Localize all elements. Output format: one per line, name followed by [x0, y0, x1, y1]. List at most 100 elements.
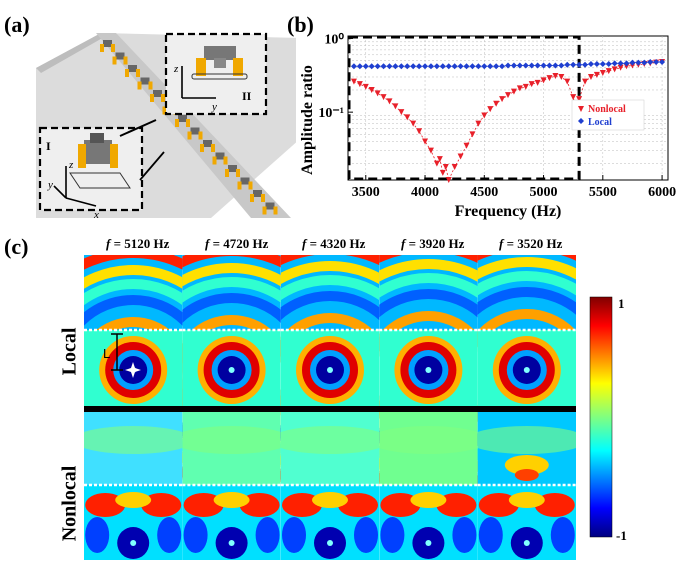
nonlocal-point	[436, 156, 443, 163]
nonlocal-point	[570, 94, 577, 101]
field-tile	[379, 255, 478, 560]
y-tick-label: 10⁻¹	[318, 106, 344, 121]
length-marker-label: L	[103, 346, 110, 361]
local-point	[451, 63, 458, 70]
resonator-unit	[262, 202, 278, 215]
inset-II-label: II	[242, 89, 252, 103]
local-point	[380, 63, 387, 70]
nonlocal-point	[510, 88, 517, 95]
local-point	[587, 61, 594, 68]
resonator-unit	[137, 77, 153, 90]
frequency-label: f = 4320 Hz	[302, 236, 366, 251]
panel-a-illustration: I z x y II z y	[36, 32, 296, 218]
local-point	[427, 63, 434, 70]
resonator-unit	[250, 190, 265, 202]
panel-a-label: (a)	[4, 12, 30, 37]
x-tick-label: 5000	[530, 185, 558, 200]
resonator-unit	[100, 40, 115, 52]
nonlocal-point	[587, 73, 594, 80]
nonlocal-point	[433, 160, 440, 167]
x-tick-label: 6000	[648, 185, 676, 200]
local-point	[499, 63, 506, 70]
amplitude-ratio-chart: 10⁰ 10⁻¹ 3500 4000 4500 5000 5500 6000 Frequency…	[299, 32, 676, 220]
nonlocal-point	[499, 96, 506, 103]
nonlocal-point	[386, 98, 393, 105]
y-axis-label: Amplitude ratio	[299, 65, 316, 175]
local-point	[635, 59, 642, 66]
nonlocal-point	[374, 90, 381, 97]
nonlocal-point	[528, 81, 535, 88]
inset-I-axes	[53, 166, 97, 207]
inset-II-axis-z-label: z	[173, 63, 179, 75]
local-point	[653, 58, 660, 65]
local-point	[564, 61, 571, 68]
nonlocal-point	[617, 64, 624, 71]
nonlocal-point	[593, 71, 600, 78]
frequency-label: f = 3920 Hz	[401, 236, 465, 251]
nonlocal-point	[356, 81, 363, 88]
nonlocal-point	[599, 69, 606, 76]
source-star-icon	[125, 362, 141, 378]
local-point	[647, 58, 654, 65]
local-point	[356, 63, 363, 70]
panel-b-label: (b)	[287, 12, 314, 37]
inset-I-pointer-2	[139, 151, 165, 181]
plate-edge	[36, 33, 106, 73]
nonlocal-point	[481, 112, 488, 119]
nonlocal-point	[546, 75, 553, 82]
x-tick-label: 4000	[411, 185, 439, 200]
nonlocal-point	[558, 73, 565, 80]
local-point	[599, 61, 606, 68]
inset-I-pointer	[119, 119, 157, 137]
nonlocal-point	[442, 164, 449, 171]
local-point	[374, 63, 381, 70]
nonlocal-point	[516, 85, 523, 92]
nonlocal-point	[534, 79, 541, 86]
nonlocal-point	[522, 83, 529, 90]
nonlocal-point	[392, 103, 399, 110]
local-point	[659, 58, 666, 65]
resonator-unit	[175, 115, 190, 127]
nonlocal-point	[582, 78, 589, 85]
nonlocal-point	[350, 78, 357, 85]
field-tile	[84, 255, 183, 560]
nonlocal-point	[463, 142, 470, 149]
nonlocal-point	[439, 169, 446, 176]
nonlocal-point	[445, 177, 452, 183]
series-line-nonlocal	[353, 61, 663, 182]
local-point	[522, 62, 529, 69]
legend-nonlocal-label: Nonlocal	[588, 104, 626, 115]
nonlocal-point	[475, 120, 482, 127]
resonator-unit	[225, 165, 240, 177]
local-point	[386, 63, 393, 70]
length-marker: L	[103, 333, 123, 371]
axis-x-label: x	[93, 209, 99, 218]
local-point	[605, 61, 612, 68]
field-tile	[477, 255, 576, 560]
x-axis-label: Frequency (Hz)	[455, 203, 562, 220]
local-point	[629, 59, 636, 66]
nonlocal-point	[427, 147, 434, 154]
local-point	[469, 63, 476, 70]
inset-II-resonator	[191, 46, 248, 80]
inset-I-label: I	[46, 139, 51, 153]
legend-local-marker	[578, 118, 584, 124]
local-point	[534, 62, 541, 69]
colorbar-min-label: -1	[616, 528, 627, 543]
local-point	[410, 63, 417, 70]
local-point	[362, 63, 369, 70]
nonlocal-point	[362, 83, 369, 90]
local-point	[493, 63, 500, 70]
nonlocal-point	[457, 153, 464, 160]
nonlocal-point	[605, 68, 612, 75]
nonlocal-point	[451, 164, 458, 171]
local-point	[617, 60, 624, 67]
colorbar	[589, 296, 613, 538]
panel-c-label: (c)	[4, 234, 29, 259]
legend-local-label: Local	[588, 117, 612, 128]
nonlocal-point	[505, 92, 511, 99]
local-point	[540, 62, 547, 69]
frequency-label: f = 3520 Hz	[499, 236, 563, 251]
nonlocal-point	[487, 106, 494, 113]
nonlocal-point	[611, 66, 618, 73]
